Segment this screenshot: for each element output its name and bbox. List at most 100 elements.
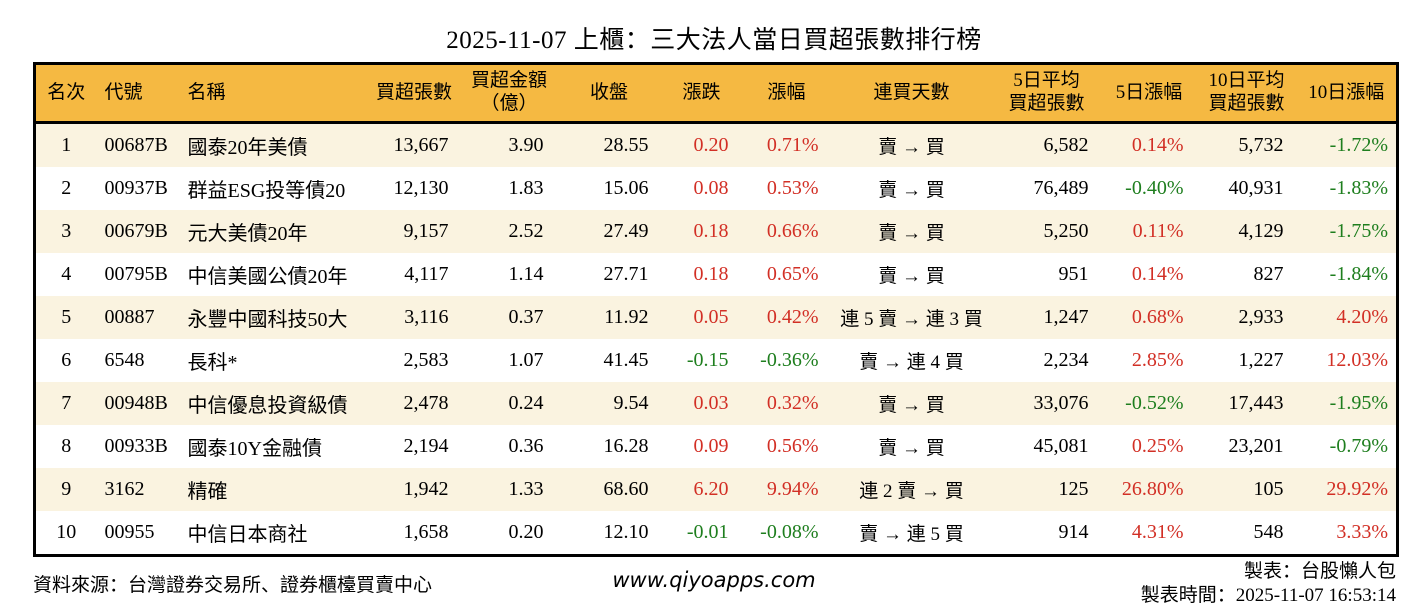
col-header-rank: 名次 [34, 63, 97, 124]
col-header-avg5-volume: 5日平均 買超張數 [991, 63, 1102, 124]
cell-code: 00937B [104, 177, 168, 199]
cell-close: 11.92 [604, 306, 649, 328]
cell-5d-change-pct: 4.31% [1131, 521, 1184, 543]
cell-name: 國泰20年美債 [187, 137, 308, 159]
cell-name: 長科* [187, 352, 238, 374]
cell-code: 00933B [104, 435, 168, 457]
cell-5d-change-pct: 0.11% [1132, 220, 1184, 242]
cell-change: 0.20 [693, 134, 729, 156]
cell-avg5-volume: 2,234 [1043, 349, 1089, 371]
cell-net-buy-amount: 1.14 [508, 263, 544, 285]
col-header-code: 代號 [96, 63, 182, 124]
col-header-5d-change-pct: 5日漲幅 [1101, 63, 1197, 124]
cell-streak: 賣 → 買 [878, 395, 945, 416]
cell-name: 元大美債20年 [187, 223, 308, 245]
cell-10d-change-pct: -1.75% [1329, 220, 1388, 242]
table-row: 4 00795B 中信美國公債20年 4,117 1.14 27.71 0.18… [34, 253, 1398, 296]
cell-net-buy-volume: 12,130 [393, 177, 449, 199]
cell-10d-change-pct: 29.92% [1326, 478, 1388, 500]
cell-net-buy-amount: 0.20 [508, 521, 544, 543]
cell-close: 12.10 [603, 521, 649, 543]
table-header-row: 名次 代號 名稱 買超張數 買超金額 （億） 收盤 漲跌 漲幅 連買天數 5日平… [34, 63, 1398, 124]
footer-credits: 製表：台股懶人包 製表時間：2025-11-07 16:53:14 [1141, 560, 1396, 608]
cell-avg5-volume: 951 [1058, 263, 1089, 285]
cell-streak: 賣 → 連 5 買 [859, 524, 964, 545]
cell-rank: 2 [61, 177, 72, 199]
cell-change: 6.20 [693, 478, 729, 500]
cell-name: 中信優息投資級債 [187, 395, 348, 417]
cell-avg5-volume: 33,076 [1033, 392, 1089, 414]
cell-change: 0.03 [693, 392, 729, 414]
cell-rank: 6 [61, 349, 72, 371]
cell-avg5-volume: 45,081 [1033, 435, 1089, 457]
cell-5d-change-pct: 0.25% [1131, 435, 1184, 457]
cell-5d-change-pct: 0.14% [1131, 263, 1184, 285]
cell-rank: 3 [61, 220, 72, 242]
cell-streak: 賣 → 買 [878, 438, 945, 459]
cell-net-buy-volume: 2,583 [403, 349, 449, 371]
cell-avg10-volume: 40,931 [1228, 177, 1284, 199]
cell-name: 永豐中國科技50大 [187, 309, 348, 331]
cell-net-buy-volume: 2,194 [403, 435, 449, 457]
cell-avg10-volume: 2,933 [1238, 306, 1284, 328]
cell-change-pct: 0.42% [766, 306, 819, 328]
cell-streak: 賣 → 買 [878, 266, 945, 287]
cell-net-buy-amount: 0.37 [508, 306, 544, 328]
table-row: 7 00948B 中信優息投資級債 2,478 0.24 9.54 0.03 0… [34, 382, 1398, 425]
cell-avg10-volume: 23,201 [1228, 435, 1284, 457]
cell-net-buy-amount: 0.24 [508, 392, 544, 414]
col-header-streak: 連買天數 [831, 63, 992, 124]
ranking-table: 名次 代號 名稱 買超張數 買超金額 （億） 收盤 漲跌 漲幅 連買天數 5日平… [33, 62, 1399, 557]
cell-name: 國泰10Y金融債 [187, 438, 322, 460]
cell-avg10-volume: 1,227 [1238, 349, 1284, 371]
cell-5d-change-pct: 0.14% [1131, 134, 1184, 156]
cell-avg5-volume: 76,489 [1033, 177, 1089, 199]
cell-10d-change-pct: 4.20% [1336, 306, 1388, 328]
cell-streak: 連 5 賣 → 連 3 買 [840, 309, 983, 330]
cell-rank: 5 [61, 306, 72, 328]
cell-change-pct: 0.53% [766, 177, 819, 199]
cell-close: 9.54 [613, 392, 649, 414]
cell-net-buy-volume: 13,667 [393, 134, 449, 156]
cell-change: 0.05 [693, 306, 729, 328]
cell-net-buy-amount: 0.36 [508, 435, 544, 457]
table-row: 10 00955 中信日本商社 1,658 0.20 12.10 -0.01 -… [34, 511, 1398, 556]
cell-name: 群益ESG投等債20 [187, 180, 346, 202]
cell-rank: 4 [61, 263, 72, 285]
cell-change-pct: 0.66% [766, 220, 819, 242]
page-title: 2025-11-07 上櫃：三大法人當日買超張數排行榜 [446, 27, 982, 54]
cell-avg10-volume: 17,443 [1228, 392, 1284, 414]
cell-net-buy-amount: 1.83 [508, 177, 544, 199]
cell-avg5-volume: 914 [1058, 521, 1089, 543]
cell-avg5-volume: 5,250 [1043, 220, 1089, 242]
col-header-change: 漲跌 [661, 63, 742, 124]
cell-close: 27.49 [603, 220, 649, 242]
cell-5d-change-pct: 0.68% [1131, 306, 1184, 328]
cell-change-pct: 0.32% [766, 392, 819, 414]
cell-close: 68.60 [603, 478, 649, 500]
cell-avg10-volume: 548 [1253, 521, 1284, 543]
cell-rank: 8 [61, 435, 72, 457]
cell-change-pct: -0.36% [760, 349, 819, 371]
cell-code: 00955 [104, 521, 155, 543]
cell-avg10-volume: 105 [1253, 478, 1284, 500]
table-row: 2 00937B 群益ESG投等債20 12,130 1.83 15.06 0.… [34, 167, 1398, 210]
cell-code: 00679B [104, 220, 168, 242]
cell-net-buy-volume: 1,942 [403, 478, 449, 500]
cell-close: 41.45 [603, 349, 649, 371]
cell-5d-change-pct: -0.40% [1125, 177, 1184, 199]
cell-change: 0.08 [693, 177, 729, 199]
col-header-close: 收盤 [556, 63, 662, 124]
table-row: 6 6548 長科* 2,583 1.07 41.45 -0.15 -0.36%… [34, 339, 1398, 382]
cell-close: 15.06 [603, 177, 649, 199]
cell-net-buy-amount: 2.52 [508, 220, 544, 242]
footer-author: 製表：台股懶人包 [1243, 561, 1396, 582]
cell-change: -0.15 [686, 349, 729, 371]
footer-website: www.qiyoapps.com [612, 568, 816, 592]
footer-timestamp: 製表時間：2025-11-07 16:53:14 [1140, 585, 1396, 606]
cell-net-buy-volume: 1,658 [403, 521, 449, 543]
cell-avg10-volume: 4,129 [1238, 220, 1284, 242]
table-row: 5 00887 永豐中國科技50大 3,116 0.37 11.92 0.05 … [34, 296, 1398, 339]
cell-rank: 1 [61, 134, 72, 156]
